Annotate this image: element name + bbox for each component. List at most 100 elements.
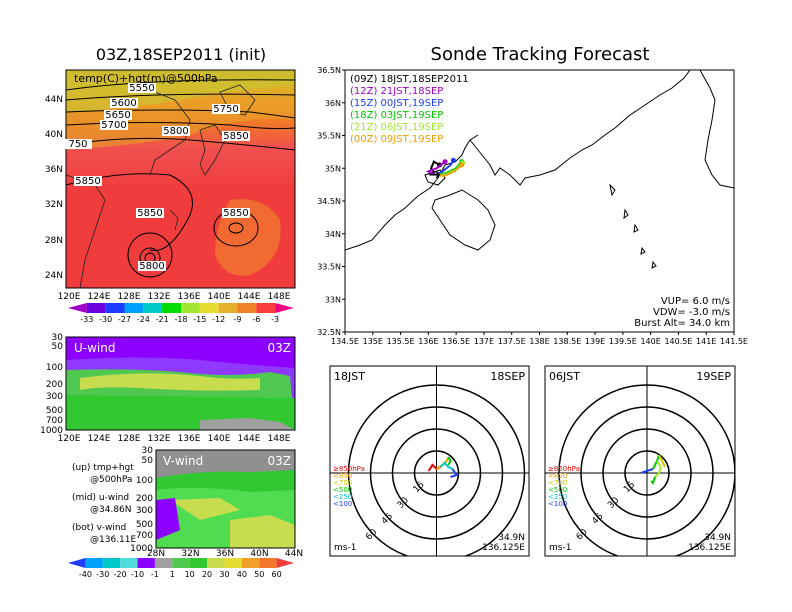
contour-label: 750 [68,139,87,150]
hodograph-trace [439,461,453,470]
vwind-time: 03Z [268,454,292,468]
hodograph-lon: 136.125E [482,543,525,553]
uwind-p-tick: 1000 [40,426,63,436]
left-legend: (up) tmp+hgt @500hPa (mid) u-wind @34.86… [72,463,136,545]
track-lon-tick: 140.5E [664,337,692,346]
hodograph-legend-entry: <100 [548,500,567,508]
legend-mid-b: @34.86N [90,505,132,515]
wind-colorbar-tick: 10 [185,570,195,579]
track-series-endpoint [450,157,456,163]
map-lon-tick: 132E [148,292,171,302]
vwind-lat-tick: 32N [181,549,199,559]
wind-colorbar-tick: 60 [272,570,282,579]
temp-colorbar-swatch [275,303,294,313]
uwind-p-tick: 100 [46,363,63,373]
wind-colorbar: -40 -30 -20 -10 -1 1 10 20 30 40 50 60 [68,558,294,579]
map-lon-ticks: 120E 124E 128E 132E 136E 140E 144E 148E [58,292,291,302]
track-legend-entry: (15Z) 00JST,19SEP [350,98,443,109]
contour-label-bg [74,176,102,186]
hodograph-legend-entry: <700 [333,479,352,487]
track-lon-tick: 138E [529,337,549,346]
contour-label: 5750 [213,104,238,115]
map-lon-tick: 140E [208,292,231,302]
wind-colorbar-tick: 1 [170,570,175,579]
hodograph-legend-entry: <250 [548,493,567,501]
temp-colorbar-swatch [105,303,125,313]
hodograph-trace [658,454,666,468]
hodograph-legend-entry: <500 [548,486,567,494]
vwind-lat-tick: 44N [285,549,303,559]
map-lon-tick: 120E [58,292,81,302]
hodograph-trace [650,476,656,485]
left-panel-title: 03Z,18SEP2011 (init) [96,45,266,64]
uwind-lon-tick: 144E [238,434,261,444]
contour-label: 5850 [75,176,100,187]
uwind-lon-tick: 148E [268,434,291,444]
hodograph-unit: ms-1 [334,543,356,553]
track-legend-entry: (00Z) 09JST,19SEP [350,134,443,145]
temp-colorbar-swatch [162,303,181,313]
uwind-p-tick: 700 [46,416,63,426]
contour-label-bg [162,126,190,136]
contour-label: 5850 [223,131,248,142]
wind-colorbar-swatch [276,558,294,568]
contour-label-bg [136,208,164,218]
track-lon-tick: 136E [418,337,438,346]
vwind-p-tick: 50 [142,456,154,466]
track-lon-tick: 141E [696,337,716,346]
wind-colorbar-swatch [68,558,86,568]
track-lon-tick: 139E [585,337,605,346]
hodograph-frame [329,365,530,557]
track-lat-tick: 35.5N [317,132,341,141]
wind-colorbar-swatch [120,558,138,568]
track-lon-tick: 137E [474,337,494,346]
temp-colorbar-tick: -24 [137,315,150,324]
wind-colorbar-swatch [259,558,277,568]
hodograph-legend-entry: ≥850hPa [548,465,580,473]
contour-label-bg [222,208,250,218]
hodograph-date: 19SEP [696,370,731,383]
hodograph-legend-entry: <500 [333,486,352,494]
track-lon-tick: 139.5E [609,337,637,346]
map-lat-tick: 44N [45,95,63,105]
temp-colorbar-tick: -9 [234,315,242,324]
uwind-p-tick: 300 [46,392,63,402]
map-lat-tick: 36N [45,165,63,175]
hodograph-trace [450,468,459,478]
contour-label-bg [100,120,128,130]
param-vdw: VDW= -3.0 m/s [653,307,730,318]
contour-label-bg [222,131,250,141]
uwind-p-tick: 30 [52,333,64,343]
param-vup: VUP= 6.0 m/s [661,296,730,307]
wind-colorbar-swatch [241,558,260,568]
track-lon-tick: 135.5E [387,337,415,346]
vwind-p-tick: 1000 [130,544,153,554]
uwind-lon-tick: 132E [148,434,171,444]
wind-colorbar-tick: -30 [96,570,109,579]
uwind-p-tick: 500 [46,406,63,416]
hodograph-trace [640,468,654,474]
hodograph-trace [447,456,452,466]
hodograph-lat: 34.9N [498,533,525,543]
hodograph-legend-entry: <700 [548,479,567,487]
wind-colorbar-tick: 20 [202,570,212,579]
temp-colorbar-swatch [256,303,276,313]
wind-colorbar-tick: -1 [151,570,159,579]
uwind-section: U-wind 03Z [65,336,296,431]
contour-label-bg [138,261,166,271]
track-lat-tick: 33N [325,295,341,304]
track-lon-tick: 138.5E [553,337,581,346]
track-lat-tick: 35N [325,164,341,173]
map-lat-ticks: 44N 40N 36N 32N 28N 24N [45,95,63,281]
wind-colorbar-tick: 40 [237,570,247,579]
legend-up-a: (up) tmp+hgt [72,463,134,473]
temp-colorbar-tick: -27 [118,315,131,324]
flight-params: VUP= 6.0 m/s VDW= -3.0 m/s Burst Alt= 34… [634,296,730,329]
track-series-line [434,159,455,176]
contour-label: 5650 [105,110,130,121]
legend-bot-a: (bot) v-wind [72,523,126,533]
hodograph-lat: 34.9N [704,533,731,543]
vwind-p-tick: 500 [136,520,153,530]
temp-colorbar-tick: -21 [156,315,169,324]
hodograph-frame [544,365,736,557]
